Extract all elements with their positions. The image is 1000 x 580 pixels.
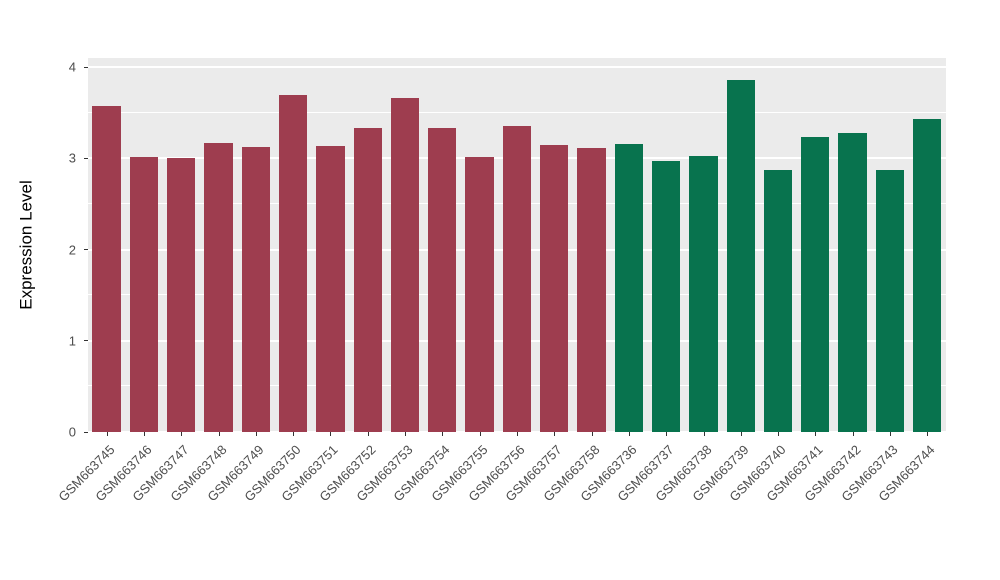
bar-slot — [386, 58, 423, 432]
bar-GSM663747 — [167, 158, 196, 432]
bar-GSM663746 — [129, 157, 159, 432]
bar-slot — [536, 58, 573, 432]
bar-GSM663755 — [465, 157, 494, 432]
y-tick-label: 0 — [68, 424, 76, 440]
bar-GSM663754 — [428, 128, 457, 432]
y-tick-mark — [84, 249, 88, 251]
bar-GSM663748 — [204, 142, 233, 432]
bar-slot — [274, 58, 311, 432]
bar-GSM663756 — [502, 126, 532, 432]
bar-slot — [125, 58, 162, 432]
x-tick-mark — [517, 432, 518, 436]
x-tick-mark — [293, 432, 295, 436]
y-tick-label: 3 — [68, 150, 76, 166]
bar-slot — [461, 58, 498, 432]
bar-slot — [349, 58, 386, 432]
bar-GSM663741 — [801, 137, 830, 432]
x-axis-labels: GSM663745 GSM663746 GSM663747 GSM663748 GSM6… — [55, 432, 946, 552]
bar-slot — [871, 58, 908, 432]
bar-slot — [647, 58, 684, 432]
x-tick-mark — [255, 432, 257, 436]
bar-slot — [237, 58, 274, 432]
x-tick-mark — [479, 432, 481, 436]
bar-slot — [498, 58, 535, 432]
bar-GSM663738 — [689, 155, 718, 432]
bar-GSM663737 — [651, 161, 681, 432]
x-tick-mark — [405, 432, 407, 436]
y-tick-mark — [84, 157, 88, 159]
bar-GSM663739 — [726, 79, 755, 432]
bar-slot — [312, 58, 349, 432]
x-tick-mark — [703, 432, 705, 436]
bar-slot — [610, 58, 647, 432]
x-tick-mark — [815, 432, 817, 436]
bar-slot — [163, 58, 200, 432]
bar-slot — [909, 58, 946, 432]
bar-slot — [834, 58, 871, 432]
bars-container — [88, 58, 946, 432]
x-tick-mark — [106, 432, 108, 436]
x-tick-mark — [218, 432, 220, 436]
bar-GSM663751 — [316, 146, 345, 432]
x-tick-mark — [181, 432, 183, 436]
y-tick-mark — [84, 340, 88, 342]
bar-GSM663749 — [241, 147, 270, 432]
bar-slot — [797, 58, 834, 432]
major-gridline — [88, 66, 946, 69]
x-tick-mark — [927, 432, 929, 436]
bar-GSM663743 — [875, 170, 905, 432]
bar-GSM663752 — [353, 128, 382, 432]
bar-slot — [759, 58, 796, 432]
x-tick-mark — [890, 432, 892, 436]
y-tick-mark — [84, 66, 88, 68]
minor-gridline — [88, 111, 946, 113]
x-tick-mark — [740, 432, 742, 436]
x-tick-mark — [554, 432, 556, 436]
x-tick-mark — [330, 432, 332, 436]
x-tick-mark — [591, 432, 593, 436]
x-tick-mark — [143, 432, 145, 436]
bar-GSM663753 — [390, 98, 420, 432]
y-axis-ticks: 0 1 2 3 4 — [0, 58, 88, 440]
y-tick-label: 4 — [68, 59, 76, 75]
bar-GSM663758 — [577, 148, 606, 432]
bar-slot — [573, 58, 610, 432]
bar-slot — [88, 58, 125, 432]
bar-slot — [722, 58, 759, 432]
plot-panel — [88, 58, 946, 433]
bar-slot — [200, 58, 237, 432]
bar-slot — [685, 58, 722, 432]
bar-GSM663742 — [838, 132, 867, 432]
bar-GSM663745 — [92, 106, 121, 432]
bar-GSM663757 — [540, 144, 569, 432]
bar-GSM663750 — [278, 95, 308, 432]
y-tick-label: 2 — [68, 242, 76, 258]
bar-GSM663736 — [614, 143, 643, 432]
x-tick-mark — [367, 432, 369, 436]
x-tick-mark — [852, 432, 854, 436]
x-tick-mark — [666, 432, 668, 436]
bar-slot — [424, 58, 461, 432]
y-tick-label: 1 — [68, 333, 76, 349]
y-tick-mark — [84, 431, 88, 433]
x-tick-mark — [442, 432, 444, 436]
x-tick-mark — [628, 432, 630, 436]
bar-GSM663744 — [913, 119, 942, 432]
x-tick-mark — [778, 432, 780, 436]
bar-GSM663740 — [763, 170, 793, 432]
